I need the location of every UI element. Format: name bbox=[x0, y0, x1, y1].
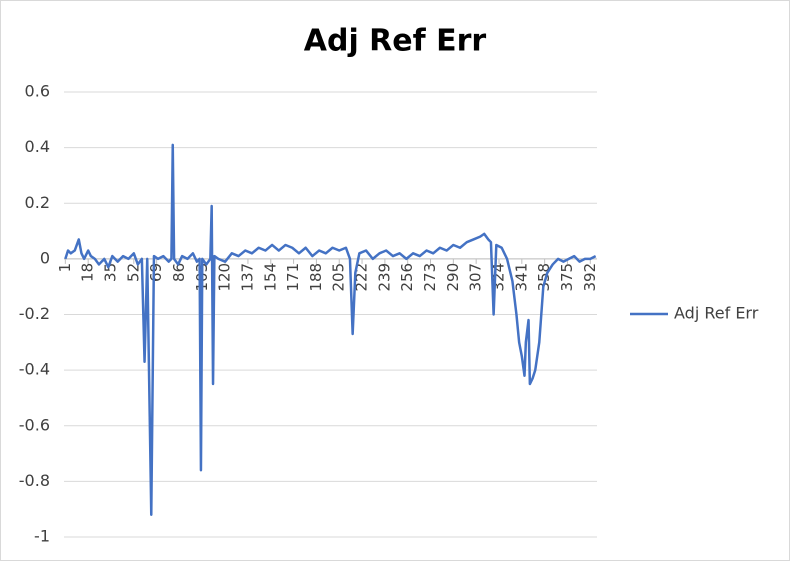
x-tick-label: 256 bbox=[398, 263, 416, 292]
x-tick-label: 392 bbox=[581, 263, 599, 292]
x-tick-label: 35 bbox=[101, 263, 119, 282]
x-tick-label: 69 bbox=[147, 263, 165, 282]
y-tick-label: 0.6 bbox=[25, 82, 50, 101]
y-tick-label: 0.2 bbox=[25, 193, 50, 212]
legend-label: Adj Ref Err bbox=[674, 304, 759, 323]
x-tick-label: 171 bbox=[284, 263, 302, 292]
x-tick-label: 239 bbox=[375, 263, 393, 292]
y-tick-label: 0 bbox=[40, 248, 50, 267]
x-tick-label: 375 bbox=[558, 263, 576, 292]
y-tick-label: -0.2 bbox=[19, 304, 50, 323]
x-tick-label: 307 bbox=[467, 263, 485, 292]
y-tick-label: -0.4 bbox=[19, 360, 50, 379]
x-tick-label: 154 bbox=[261, 263, 279, 292]
x-tick-label: 86 bbox=[170, 263, 188, 282]
x-tick-label: 1 bbox=[56, 263, 74, 273]
x-tick-label: 120 bbox=[216, 263, 234, 292]
series-line bbox=[64, 143, 597, 516]
chart-title: Adj Ref Err bbox=[304, 24, 487, 59]
y-tick-label: -0.6 bbox=[19, 415, 50, 434]
x-tick-label: 273 bbox=[421, 263, 439, 292]
x-tick-label: 18 bbox=[79, 263, 97, 282]
x-tick-label: 290 bbox=[444, 263, 462, 292]
x-tick-label: 137 bbox=[238, 263, 256, 292]
x-tick-label: 205 bbox=[330, 263, 348, 292]
x-tick-label: 341 bbox=[512, 263, 530, 292]
x-tick-label: 52 bbox=[124, 263, 142, 282]
y-tick-label: -0.8 bbox=[19, 471, 50, 490]
y-tick-label: -1 bbox=[34, 527, 50, 546]
x-tick-label: 188 bbox=[307, 263, 325, 292]
y-tick-label: 0.4 bbox=[25, 137, 50, 156]
